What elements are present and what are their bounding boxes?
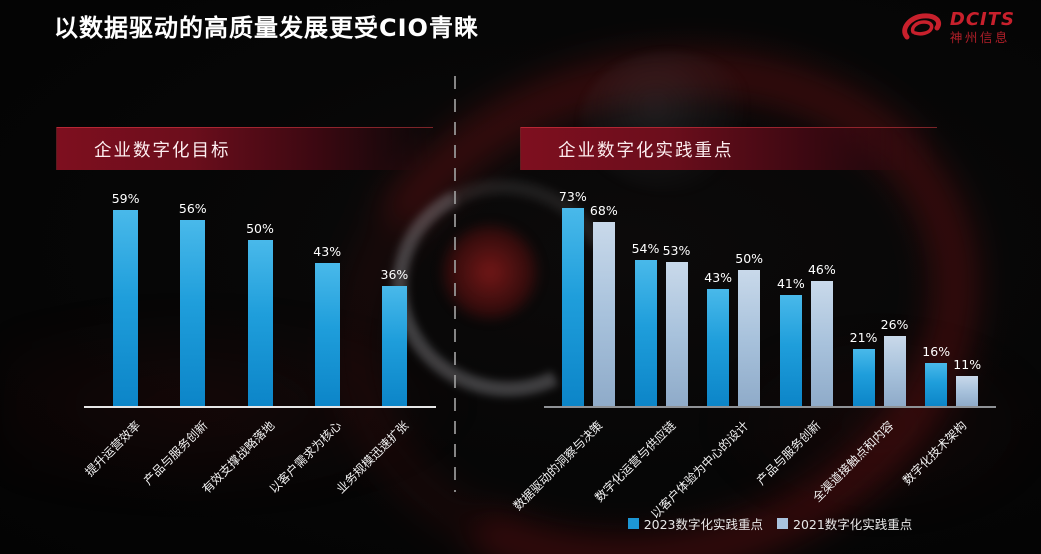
bar: 54% bbox=[632, 241, 659, 406]
bar-value-label: 54% bbox=[631, 241, 660, 256]
left-chart-header: 企业数字化目标 bbox=[56, 127, 433, 170]
dcits-swirl-icon bbox=[902, 13, 941, 40]
bar-value-label: 73% bbox=[558, 189, 587, 204]
brand-subtitle: 神州信息 bbox=[949, 30, 1010, 46]
bar-group: 21% 26% bbox=[843, 317, 916, 406]
bar-value-label: 43% bbox=[704, 270, 733, 285]
bar: 26% bbox=[881, 317, 908, 406]
bar-value-label: 46% bbox=[807, 262, 836, 277]
category-label: 数字化技术架构 bbox=[899, 418, 969, 488]
background-sphere-decoration bbox=[580, 52, 760, 192]
bar-value-label: 16% bbox=[922, 344, 951, 359]
legend-swatch-2021 bbox=[777, 518, 788, 529]
bar: 11% bbox=[953, 357, 981, 406]
bar-value-label: 50% bbox=[246, 221, 274, 236]
x-axis-line bbox=[544, 406, 996, 408]
bar: 59% bbox=[112, 191, 139, 406]
bar: 46% bbox=[808, 262, 836, 406]
bar-group: 43% bbox=[294, 244, 361, 406]
legend-swatch-2023 bbox=[627, 518, 639, 529]
bar-value-label: 11% bbox=[953, 357, 982, 372]
bar-value-label: 43% bbox=[313, 244, 342, 259]
bar-value-label: 26% bbox=[880, 317, 909, 332]
bar-group: 16% 11% bbox=[915, 344, 988, 406]
bar-group: 50% bbox=[226, 221, 293, 406]
bar-value-label: 53% bbox=[662, 243, 691, 258]
category-axis-labels: 数据驱动的洞察与决策 数字化运营与供应链 以客户体验为中心的设计 产品与服务创新 全渠道… bbox=[511, 417, 988, 527]
practice-focus-bar-chart: 73% 68% 54% 53% 43% 50% 41% 46% 21% 26% 16% 11% 数据驱… bbox=[511, 189, 996, 522]
bar-value-label: 50% bbox=[735, 251, 764, 266]
chart-legend: 2023数字化实践重点 2021数字化实践重点 bbox=[552, 514, 988, 533]
bar-value-label: 59% bbox=[111, 191, 140, 206]
x-axis-line bbox=[84, 406, 436, 408]
right-chart-title: 企业数字化实践重点 bbox=[558, 140, 734, 161]
brand-logo: DCITS 神州信息 bbox=[899, 10, 1015, 46]
bar: 43% bbox=[704, 270, 732, 406]
bar-value-label: 56% bbox=[178, 201, 207, 216]
brand-name: DCITS bbox=[949, 9, 1015, 31]
bar: 73% bbox=[559, 189, 587, 406]
legend-label-2023: 2023数字化实践重点 bbox=[643, 517, 763, 532]
bar: 36% bbox=[381, 267, 408, 406]
bar-group: 59% bbox=[92, 191, 159, 406]
bar-group: 73% 68% bbox=[552, 189, 625, 406]
bar: 53% bbox=[663, 243, 690, 406]
section-divider bbox=[454, 76, 456, 492]
category-label: 产品与服务创新 bbox=[754, 418, 824, 488]
bar: 50% bbox=[246, 221, 274, 406]
bar-value-label: 36% bbox=[380, 267, 409, 282]
bar-group: 54% 53% bbox=[625, 241, 698, 406]
bar-value-label: 68% bbox=[589, 203, 618, 218]
bar: 50% bbox=[735, 251, 763, 406]
legend-label-2021: 2021数字化实践重点 bbox=[793, 517, 913, 532]
legend-item-2021: 2021数字化实践重点 bbox=[777, 514, 912, 533]
bar: 56% bbox=[179, 201, 207, 406]
legend-item-2023: 2023数字化实践重点 bbox=[627, 514, 763, 533]
category-label: 数据驱动的洞察与决策 bbox=[510, 418, 606, 514]
plot-area: 59% 56% 50% 43% 36% bbox=[92, 191, 428, 406]
bar: 68% bbox=[590, 203, 618, 406]
bar: 43% bbox=[313, 244, 341, 406]
plot-area: 73% 68% 54% 53% 43% 50% 41% 46% 21% 26% 16% 11% bbox=[552, 189, 988, 406]
bar: 41% bbox=[777, 276, 805, 406]
digital-goals-bar-chart: 59% 56% 50% 43% 36% 提升运营效率 产品与服务创新 有效支撑战略落地 以客户… bbox=[82, 191, 436, 520]
bar-group: 43% 50% bbox=[697, 251, 770, 406]
brand-text: DCITS 神州信息 bbox=[950, 10, 1015, 45]
bar: 16% bbox=[922, 344, 950, 406]
left-chart-title: 企业数字化目标 bbox=[94, 140, 231, 161]
bar-value-label: 41% bbox=[776, 276, 805, 291]
category-axis-labels: 提升运营效率 产品与服务创新 有效支撑战略落地 以客户需求为核心 业务规模迅速扩张 bbox=[82, 417, 428, 527]
right-chart-header: 企业数字化实践重点 bbox=[520, 127, 937, 170]
bar-group: 41% 46% bbox=[770, 262, 843, 406]
category-label: 产品与服务创新 bbox=[140, 418, 211, 488]
page-title: 以数据驱动的高质量发展更受CIO青睐 bbox=[54, 14, 479, 42]
bar-group: 36% bbox=[361, 267, 428, 406]
bar-value-label: 21% bbox=[849, 330, 878, 345]
bar-group: 56% bbox=[159, 201, 226, 406]
bar: 21% bbox=[850, 330, 877, 406]
category-label: 提升运营效率 bbox=[82, 418, 143, 480]
